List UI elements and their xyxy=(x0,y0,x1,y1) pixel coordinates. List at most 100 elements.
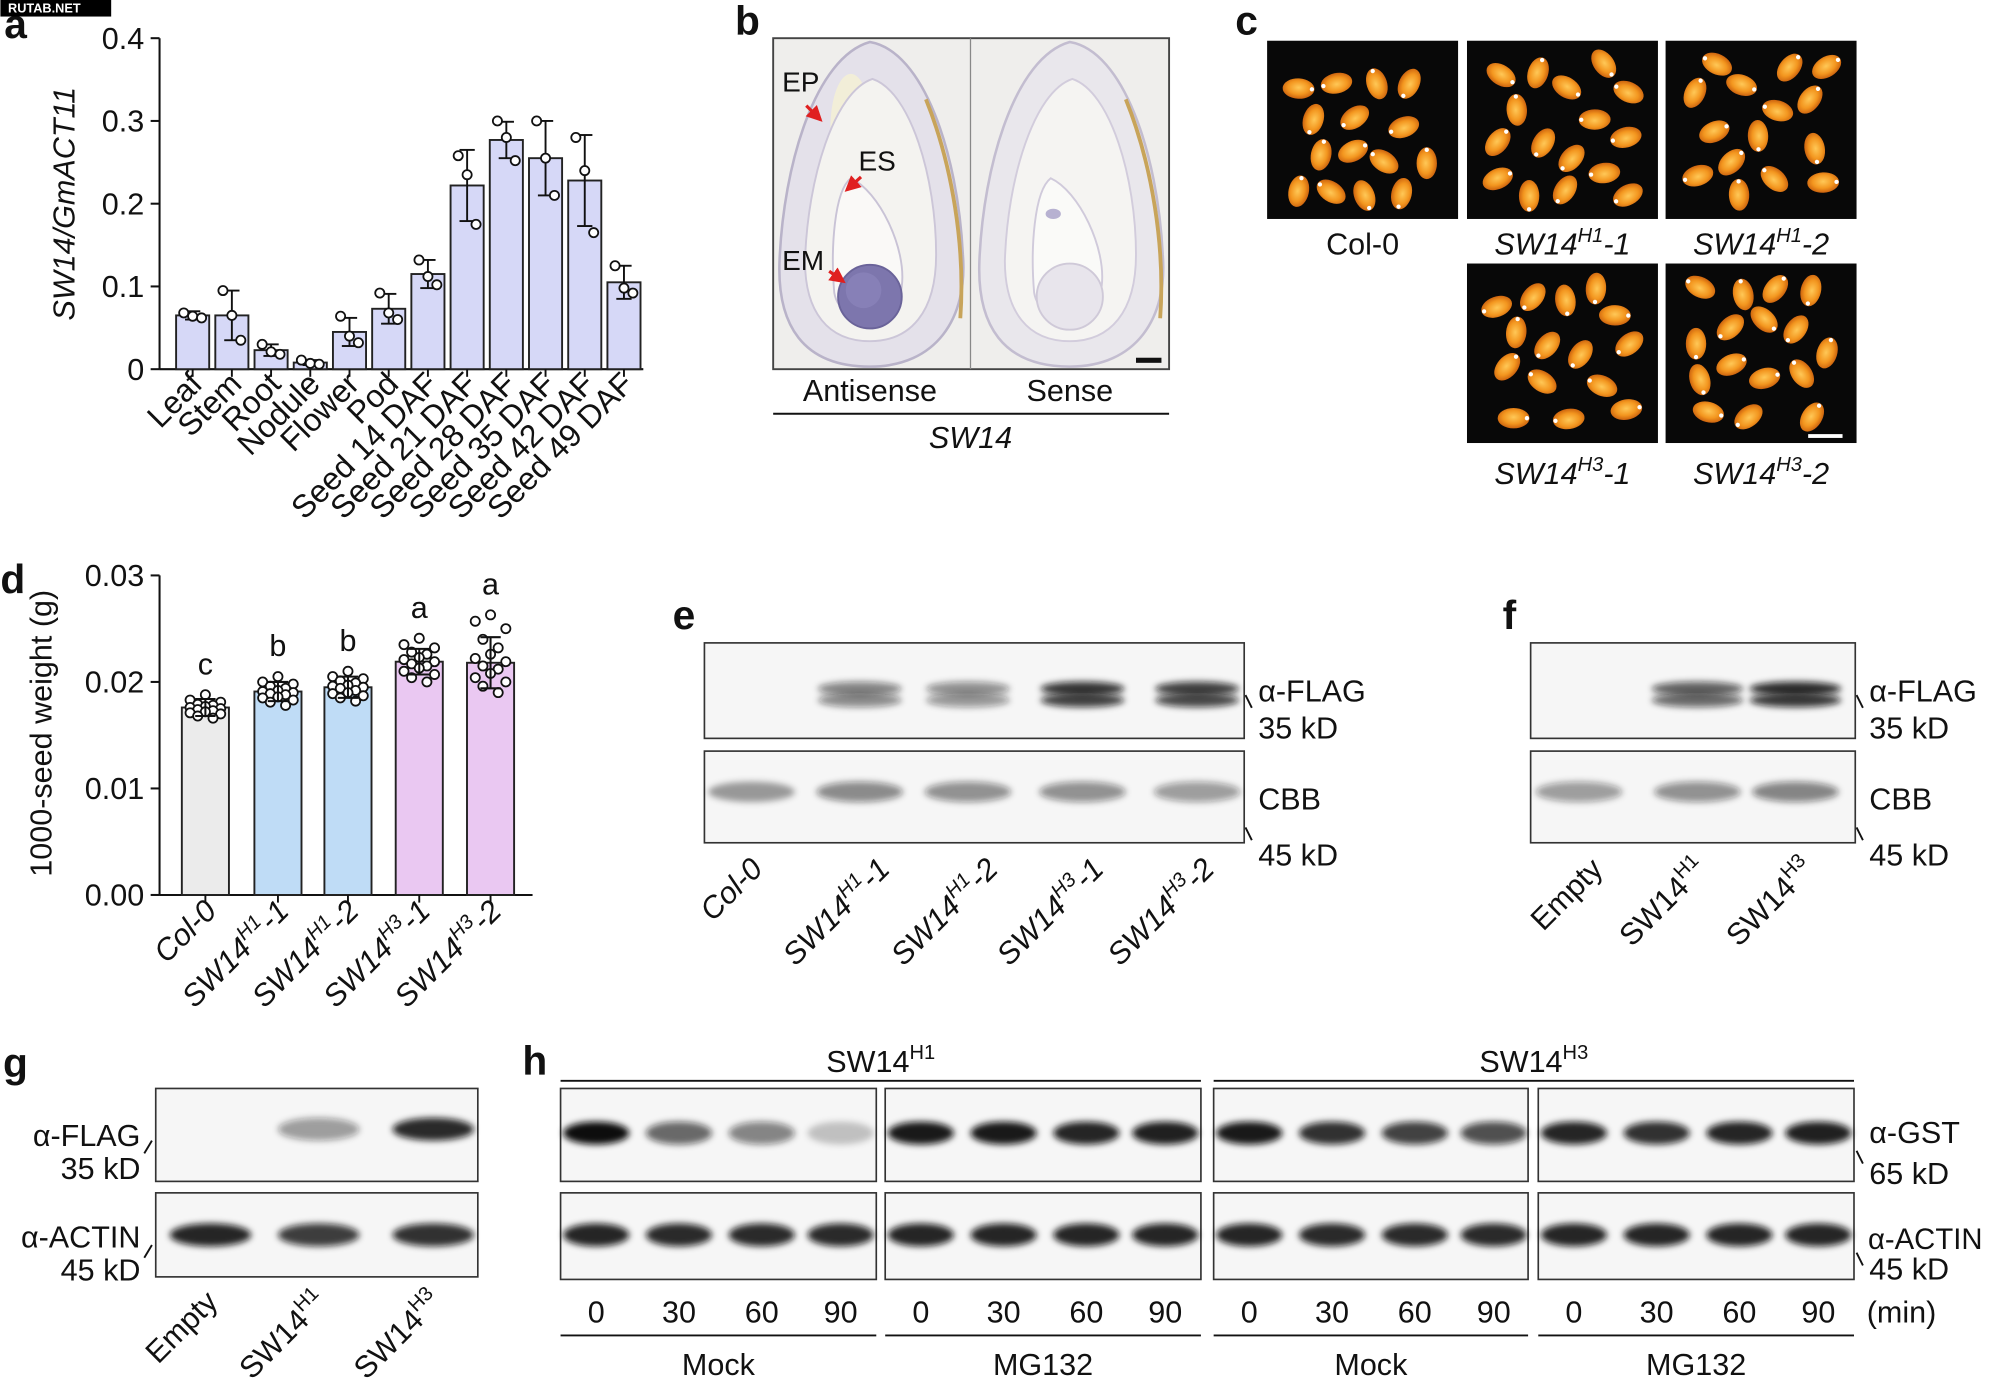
data-point xyxy=(461,169,473,181)
data-point xyxy=(264,696,276,708)
data-point xyxy=(256,338,268,350)
seed xyxy=(1734,404,1763,430)
photo-label-superscript: H1 xyxy=(1578,225,1604,247)
protein-band xyxy=(1651,693,1744,708)
seed-hilum xyxy=(1592,299,1598,305)
seed-hilum xyxy=(1481,309,1487,314)
protein-band xyxy=(1381,1121,1448,1145)
data-point xyxy=(413,254,425,266)
seed xyxy=(1615,331,1644,357)
seed-body xyxy=(1749,367,1781,390)
data-point xyxy=(199,689,211,701)
data-point xyxy=(421,676,433,688)
panel-letter-d: d xyxy=(0,556,25,602)
seed xyxy=(1527,57,1549,89)
seed-hilum xyxy=(1570,363,1575,368)
seed-body xyxy=(1481,295,1513,318)
seed-hilum xyxy=(1367,205,1372,211)
data-point xyxy=(500,623,512,635)
protein-band xyxy=(1535,781,1623,803)
bar xyxy=(323,686,373,896)
seed xyxy=(1485,128,1511,157)
seed-hilum xyxy=(1828,337,1834,343)
seed-hilum xyxy=(1513,94,1518,99)
seed-hilum xyxy=(1686,279,1691,284)
protein-band xyxy=(728,1223,795,1247)
seed xyxy=(1812,54,1842,80)
photo-label-base: SW14 xyxy=(1494,457,1577,491)
antibody-label-bottom: α-ACTIN xyxy=(21,1221,140,1255)
seed xyxy=(1282,78,1315,99)
seed-body xyxy=(1699,120,1730,144)
seed-hilum xyxy=(1762,168,1767,173)
seed-hilum xyxy=(1309,87,1315,92)
protein-band xyxy=(277,1223,360,1247)
seed xyxy=(1494,353,1521,381)
seed-hilum xyxy=(1781,276,1786,281)
significance-letter: c xyxy=(198,647,213,681)
data-point xyxy=(548,189,560,201)
y-tick-label: 0.2 xyxy=(102,187,144,221)
size-label-top: 35 kD xyxy=(61,1152,141,1186)
seed xyxy=(1797,85,1823,114)
seed-hilum xyxy=(1785,337,1791,343)
data-point xyxy=(335,310,347,322)
protein-band xyxy=(807,1223,874,1247)
seed xyxy=(1800,274,1822,307)
seed xyxy=(1506,93,1527,126)
seed-body xyxy=(1689,364,1711,396)
seed xyxy=(1683,77,1707,108)
protein-band xyxy=(817,681,902,696)
seed-hilum xyxy=(1735,422,1740,428)
size-marker-tick xyxy=(1855,1150,1864,1165)
time-label: 30 xyxy=(1640,1296,1674,1330)
seed xyxy=(1599,305,1631,326)
seed xyxy=(1613,183,1643,207)
data-point xyxy=(235,334,247,346)
label-em: EM xyxy=(782,245,824,276)
data-point xyxy=(588,227,600,239)
seed xyxy=(1588,162,1621,184)
label-ep: EP xyxy=(782,67,819,98)
seed-body xyxy=(1728,178,1750,211)
embryo-texture xyxy=(845,272,882,309)
seed-body xyxy=(1416,147,1437,180)
photo-label-base: SW14 xyxy=(1693,457,1776,491)
seed-hilum xyxy=(1693,354,1699,360)
seed xyxy=(1728,178,1750,211)
treatment-label: MG132 xyxy=(1646,1348,1746,1382)
photo-label-superscript: H3 xyxy=(1578,454,1604,476)
y-tick-label: 0.1 xyxy=(102,270,144,304)
seed-body xyxy=(1783,315,1809,344)
data-point xyxy=(274,348,286,360)
time-label: 30 xyxy=(1315,1296,1349,1330)
data-point xyxy=(469,653,481,664)
data-point xyxy=(357,690,369,702)
seed-hilum xyxy=(1510,80,1515,85)
seed xyxy=(1762,99,1794,122)
seed xyxy=(1555,284,1576,317)
panel-letter-e: e xyxy=(673,592,696,638)
data-point xyxy=(485,609,497,621)
seed xyxy=(1527,369,1557,394)
seed-body xyxy=(1388,116,1420,139)
seed-hilum xyxy=(1528,372,1534,377)
seed-hilum xyxy=(1575,92,1581,97)
seed xyxy=(1692,401,1724,423)
seed-body xyxy=(1726,74,1757,96)
seed xyxy=(1776,53,1803,82)
seed xyxy=(1397,68,1421,99)
data-point xyxy=(344,330,355,342)
y-tick-label: 0.01 xyxy=(85,772,144,806)
lane-label-base: Empty xyxy=(1524,851,1610,937)
seed-hilum xyxy=(1610,138,1616,143)
data-point xyxy=(398,639,410,651)
seed-photo xyxy=(1665,40,1857,219)
seed-body xyxy=(1527,57,1549,89)
seed xyxy=(1747,120,1769,152)
seed xyxy=(1610,399,1643,420)
data-point xyxy=(287,694,299,706)
seed xyxy=(1338,139,1369,163)
